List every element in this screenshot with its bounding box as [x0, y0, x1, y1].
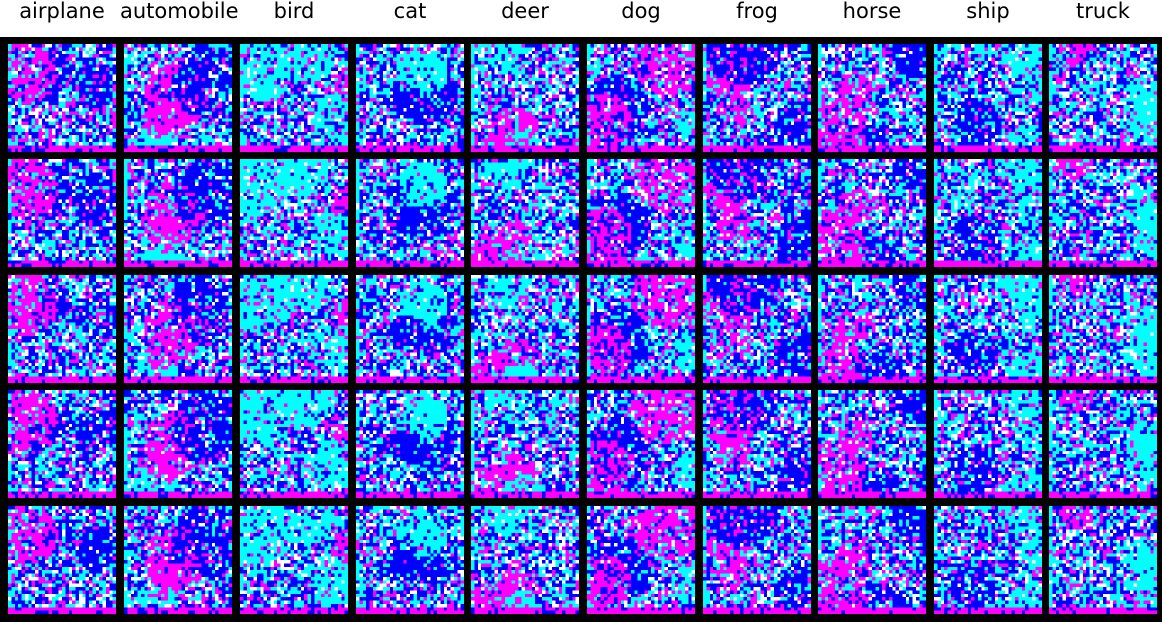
sample-frog-3	[703, 275, 811, 383]
sample-dog-5	[587, 506, 695, 614]
sample-ship-5	[934, 506, 1042, 614]
sample-dog-3	[587, 275, 695, 383]
sample-horse-2	[818, 159, 926, 267]
sample-horse-5	[818, 506, 926, 614]
sample-horse-4	[818, 390, 926, 498]
sample-horse-1	[818, 44, 926, 152]
sample-ship-2	[934, 159, 1042, 267]
sample-truck-4	[1049, 390, 1157, 498]
class-label-airplane: airplane	[19, 0, 105, 23]
sample-deer-1	[471, 44, 579, 152]
sample-frog-5	[703, 506, 811, 614]
sample-dog-2	[587, 159, 695, 267]
class-label-ship: ship	[966, 0, 1010, 23]
sample-airplane-2	[8, 159, 116, 267]
sample-airplane-5	[8, 506, 116, 614]
sample-truck-2	[1049, 159, 1157, 267]
sample-deer-2	[471, 159, 579, 267]
class-label-deer: deer	[501, 0, 549, 23]
sample-bird-1	[240, 44, 348, 152]
class-label-truck: truck	[1076, 0, 1130, 23]
sample-truck-1	[1049, 44, 1157, 152]
class-label-automobile: automobile	[120, 0, 239, 23]
sample-automobile-1	[124, 44, 232, 152]
class-label-frog: frog	[736, 0, 778, 23]
sample-automobile-5	[124, 506, 232, 614]
sample-cat-3	[356, 275, 464, 383]
sample-cat-5	[356, 506, 464, 614]
sample-airplane-1	[8, 44, 116, 152]
sample-frog-2	[703, 159, 811, 267]
sample-truck-3	[1049, 275, 1157, 383]
sample-bird-2	[240, 159, 348, 267]
sample-frog-1	[703, 44, 811, 152]
sample-ship-3	[934, 275, 1042, 383]
class-label-bird: bird	[273, 0, 315, 23]
sample-bird-3	[240, 275, 348, 383]
sample-airplane-4	[8, 390, 116, 498]
sample-dog-1	[587, 44, 695, 152]
sample-dog-4	[587, 390, 695, 498]
class-label-cat: cat	[393, 0, 427, 23]
sample-ship-4	[934, 390, 1042, 498]
sample-deer-4	[471, 390, 579, 498]
sample-cat-4	[356, 390, 464, 498]
sample-truck-5	[1049, 506, 1157, 614]
sample-cat-2	[356, 159, 464, 267]
sample-automobile-3	[124, 275, 232, 383]
sample-automobile-2	[124, 159, 232, 267]
sample-bird-5	[240, 506, 348, 614]
sample-cat-1	[356, 44, 464, 152]
class-label-row: airplane automobile bird cat deer dog frog hors…	[0, 0, 1162, 38]
sample-deer-3	[471, 275, 579, 383]
sample-bird-4	[240, 390, 348, 498]
class-label-dog: dog	[621, 0, 661, 23]
sample-image-grid	[0, 37, 1162, 622]
sample-ship-1	[934, 44, 1042, 152]
sample-frog-4	[703, 390, 811, 498]
class-label-horse: horse	[842, 0, 902, 23]
sample-deer-5	[471, 506, 579, 614]
sample-airplane-3	[8, 275, 116, 383]
sample-automobile-4	[124, 390, 232, 498]
sample-horse-3	[818, 275, 926, 383]
